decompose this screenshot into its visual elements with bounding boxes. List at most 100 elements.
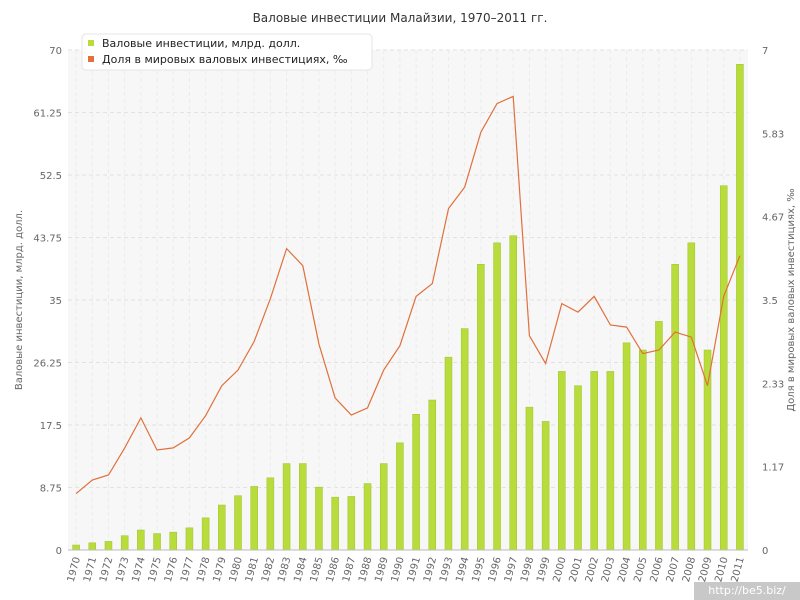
bar (169, 531, 177, 551)
bar (736, 64, 744, 551)
x-tick-label: 1991 (406, 556, 423, 583)
x-tick-label: 2007 (665, 556, 682, 583)
y-tick-label: 70 (49, 46, 62, 57)
legend-box (81, 33, 373, 71)
legend: Валовые инвестиции, млрд. долл. Доля в м… (81, 33, 373, 71)
line-series (75, 95, 741, 495)
y-tick-label: 61.25 (33, 109, 62, 120)
bar (266, 477, 275, 551)
x-tick-label: 1980 (228, 556, 245, 583)
x-tick-label: 1990 (390, 556, 407, 583)
y2-axis-title: Доля в мировых валовых инвестициях, ‰ (786, 188, 797, 411)
bar (719, 185, 728, 551)
x-tick-label: 2008 (681, 556, 698, 583)
x-tick-label: 1984 (292, 556, 309, 583)
share-line (75, 95, 741, 495)
y-axis-title: Валовые инвестиции, млрд. долл. (14, 210, 25, 390)
legend-label-share: Доля в мировых валовых инвестициях, ‰ (102, 53, 348, 66)
x-tick-label: 1972 (98, 556, 115, 583)
y2-tick-label: 2.33 (762, 380, 784, 391)
y-tick-label: 0 (56, 546, 62, 557)
y-axis-right: 0 1.17 2.33 3.5 4.67 5.83 7 (762, 46, 784, 557)
x-tick-label: 1982 (260, 556, 277, 583)
x-tick-label: 1999 (535, 556, 552, 583)
x-tick-label: 1971 (82, 556, 99, 583)
x-tick-label: 1993 (438, 556, 455, 583)
chart-title: Валовые инвестиции Малайзии, 1970–2011 г… (253, 11, 548, 25)
y2-tick-label: 4.67 (762, 212, 784, 223)
bar (218, 504, 226, 551)
bar (363, 483, 372, 551)
legend-label-investments: Валовые инвестиции, млрд. долл. (102, 37, 300, 50)
y-tick-label: 43.75 (33, 234, 62, 245)
bar (509, 235, 517, 551)
bar (315, 486, 323, 551)
bar (137, 529, 145, 551)
bar (396, 442, 404, 551)
y-tick-label: 35 (49, 296, 62, 307)
bar (493, 242, 501, 551)
y-tick-label: 17.5 (40, 421, 62, 432)
bar (558, 371, 566, 551)
bar (347, 496, 356, 551)
x-tick-label: 2005 (632, 556, 649, 583)
x-tick-label: 1979 (211, 556, 228, 583)
x-tick-label: 1995 (471, 556, 488, 583)
bar (331, 496, 339, 551)
y-tick-label: 52.5 (40, 171, 62, 182)
legend-swatch-investments (88, 40, 94, 46)
x-axis: 1970197119721973197419751976197719781979… (66, 549, 748, 583)
bar (104, 541, 113, 551)
x-tick-label: 1986 (325, 556, 342, 583)
y2-tick-label: 7 (762, 46, 768, 57)
y2-tick-label: 3.5 (762, 296, 778, 307)
x-tick-label: 2001 (568, 556, 585, 583)
y-axis-left: 0 8.75 17.5 26.25 35 43.75 52.5 61.25 70 (33, 46, 62, 557)
x-tick-label: 1973 (114, 556, 131, 583)
bar (185, 527, 194, 551)
x-tick-label: 1970 (66, 556, 83, 583)
bar (525, 406, 534, 551)
x-tick-label: 1994 (454, 556, 471, 583)
x-tick-label: 2002 (584, 556, 601, 583)
x-tick-label: 1981 (244, 556, 261, 583)
x-tick-label: 1987 (341, 556, 358, 583)
watermark: http://be5.biz/ (694, 582, 800, 600)
bar (250, 486, 258, 551)
legend-swatch-share (88, 56, 94, 62)
x-tick-label: 2000 (551, 556, 568, 583)
x-tick-label: 2003 (600, 556, 617, 583)
bar (72, 544, 80, 551)
bar (655, 321, 663, 551)
x-tick-label: 1996 (487, 556, 504, 583)
bar (460, 328, 469, 551)
x-tick-label: 2004 (616, 556, 633, 583)
bar-series (72, 64, 744, 551)
x-tick-label: 1989 (373, 556, 390, 583)
bar (477, 264, 485, 551)
x-tick-label: 1998 (519, 556, 536, 583)
y2-tick-label: 1.17 (762, 462, 784, 473)
bar (428, 399, 437, 551)
y2-tick-label: 5.83 (762, 130, 784, 141)
bar (687, 242, 696, 551)
x-tick-label: 1975 (147, 556, 164, 583)
bar (412, 414, 420, 551)
x-tick-label: 2011 (730, 556, 747, 583)
bar (88, 542, 97, 551)
bar (590, 371, 598, 551)
bar (444, 356, 453, 551)
x-tick-label: 2010 (713, 556, 730, 583)
x-tick-label: 2006 (649, 556, 666, 583)
bar (299, 463, 307, 551)
x-tick-label: 1974 (131, 556, 148, 583)
x-tick-label: 1977 (179, 556, 196, 583)
bar (201, 517, 210, 551)
x-tick-label: 1983 (276, 556, 293, 583)
bar (541, 421, 550, 551)
bar (234, 495, 242, 551)
x-tick-label: 1992 (422, 556, 439, 583)
x-tick-label: 1978 (195, 556, 212, 583)
y-tick-label: 8.75 (40, 484, 62, 495)
